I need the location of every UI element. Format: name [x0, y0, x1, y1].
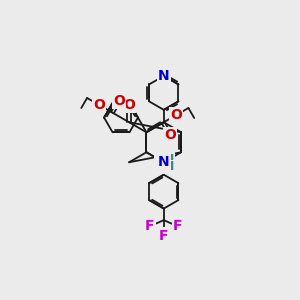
Text: N: N: [158, 69, 170, 83]
Text: H: H: [164, 160, 174, 173]
Text: O: O: [164, 128, 176, 142]
Text: F: F: [173, 219, 182, 233]
Text: O: O: [93, 98, 105, 112]
Text: F: F: [159, 229, 169, 242]
Text: O: O: [113, 94, 125, 108]
Text: H: H: [164, 153, 174, 166]
Text: O: O: [170, 108, 182, 122]
Text: O: O: [123, 98, 135, 112]
Text: F: F: [145, 219, 155, 233]
Text: N: N: [158, 155, 170, 169]
Text: N: N: [155, 154, 167, 168]
